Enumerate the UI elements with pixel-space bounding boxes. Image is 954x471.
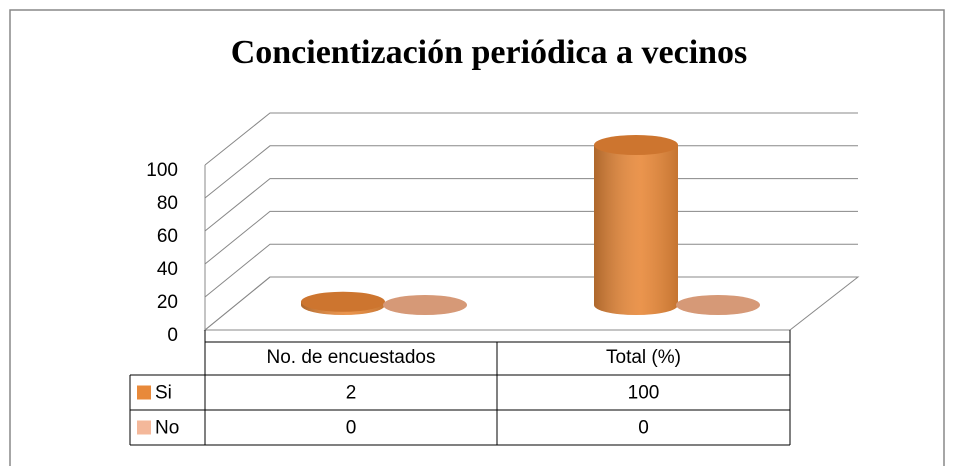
legend-label: Si	[155, 383, 172, 404]
legend-label: No	[155, 418, 179, 439]
bar-top	[301, 291, 385, 312]
grid-line	[204, 112, 858, 166]
bar-top	[676, 295, 760, 315]
bar-shade	[594, 145, 678, 315]
bar-top	[594, 135, 678, 155]
y-tick-label: 40	[157, 259, 178, 280]
grid-line	[204, 243, 858, 298]
table-value: 0	[346, 418, 357, 439]
bar	[594, 135, 678, 315]
bar-top-shade	[301, 291, 385, 312]
y-tick-label: 80	[157, 193, 178, 214]
y-tick-label: 100	[146, 160, 178, 181]
y-tick-label: 60	[157, 226, 178, 247]
table-header: Total (%)	[606, 347, 681, 368]
bar-top-shade	[383, 295, 467, 315]
bar-top-shade	[676, 295, 760, 315]
table-value: 2	[346, 383, 357, 404]
chart-title: Concientización periódica a vecinos	[231, 34, 748, 71]
y-tick-label: 20	[157, 292, 178, 313]
bar	[676, 295, 760, 315]
grid-line	[204, 178, 858, 232]
grid-line	[204, 210, 858, 265]
chart-border	[9, 9, 945, 466]
table-value: 100	[628, 383, 660, 404]
bar	[383, 295, 467, 315]
grid-line	[204, 145, 858, 199]
table-header: No. de encuestados	[266, 347, 435, 368]
bar	[301, 291, 385, 315]
table-grid	[129, 330, 791, 446]
legend-key	[137, 420, 151, 435]
y-tick-label: 0	[167, 325, 178, 346]
legend-key	[137, 385, 151, 400]
bar-top-shade	[594, 135, 678, 155]
table-value: 0	[638, 418, 649, 439]
bar-top	[383, 295, 467, 315]
